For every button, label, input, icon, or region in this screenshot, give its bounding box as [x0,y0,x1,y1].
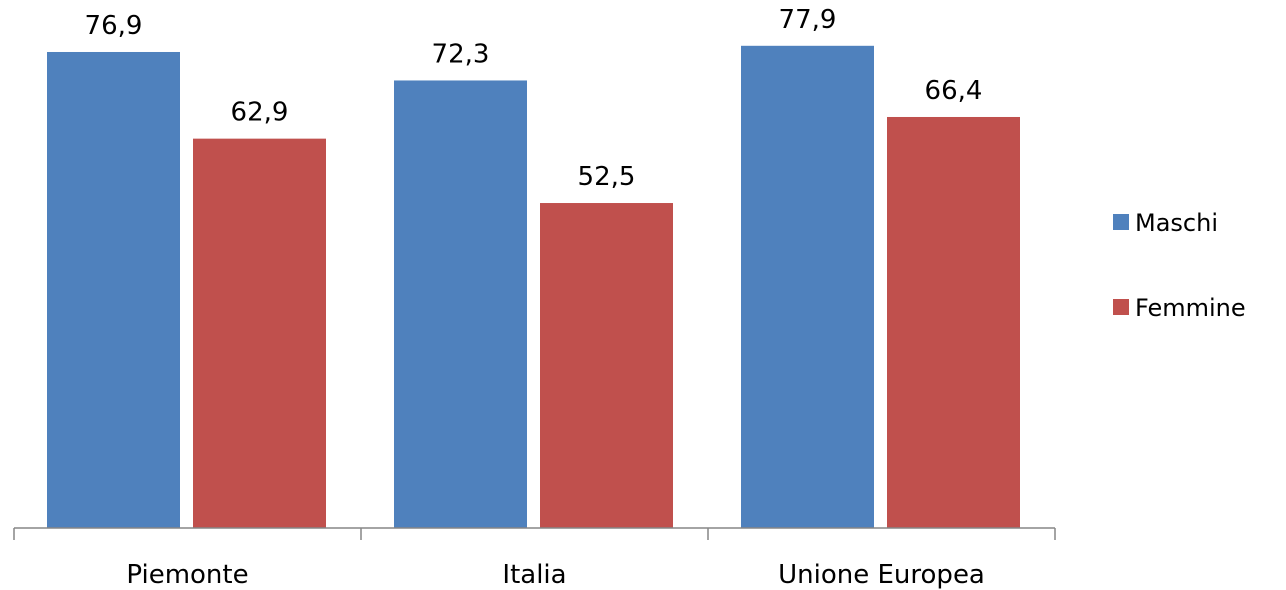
x-axis [14,528,1055,540]
value-label-maschi-piemonte: 76,9 [85,11,143,41]
value-label-femmine-italia: 52,5 [578,162,636,192]
value-label-femmine-piemonte: 62,9 [231,98,289,128]
legend: Maschi Femmine [1113,209,1246,322]
legend-swatch-maschi [1113,214,1129,230]
bar-maschi-piemonte [47,52,180,528]
legend-label-maschi: Maschi [1135,209,1218,237]
value-label-maschi-italia: 72,3 [432,39,490,69]
legend-label-femmine: Femmine [1135,294,1246,322]
bar-femmine-piemonte [193,139,326,528]
bar-maschi-unione-europea [741,46,874,528]
category-label-unione-europea: Unione Europea [778,560,985,590]
category-label-piemonte: Piemonte [126,560,248,590]
bar-femmine-italia [540,203,673,528]
bar-femmine-unione-europea [887,117,1020,528]
value-label-maschi-unione-europea: 77,9 [779,5,837,35]
value-label-femmine-unione-europea: 66,4 [925,76,983,106]
bar-maschi-italia [394,80,527,528]
category-label-italia: Italia [502,560,566,590]
category-labels-group: Piemonte Italia Unione Europea [126,560,984,590]
legend-swatch-femmine [1113,299,1129,315]
bars-group [47,46,1020,528]
